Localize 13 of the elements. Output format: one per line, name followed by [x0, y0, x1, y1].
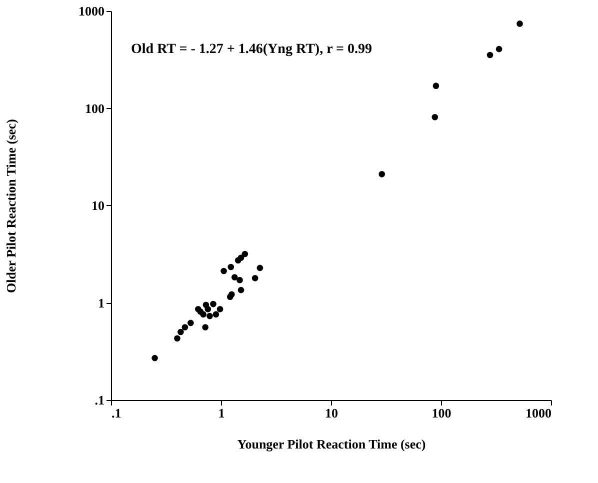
annotation: Old RT = - 1.27 + 1.46(Yng RT), r = 0.99 [131, 42, 372, 57]
x-tick-label: 1 [218, 406, 225, 420]
y-tick-label: .1 [94, 392, 104, 408]
x-tick-label: .1 [112, 406, 122, 420]
x-tick-label: 1000 [526, 406, 552, 420]
x-tick-label: 100 [432, 406, 452, 420]
y-tick-label: 100 [85, 100, 104, 116]
y-tick-label: 1 [98, 295, 104, 310]
y-tick-label: 10 [92, 198, 104, 213]
x-axis-title: Younger Pilot Reaction Time (sec) [237, 436, 426, 452]
y-tick-label: 1000 [78, 4, 104, 18]
y-axis-title: Older Pilot Reaction Time (sec) [4, 118, 18, 294]
x-tick-label: 10 [325, 406, 338, 420]
